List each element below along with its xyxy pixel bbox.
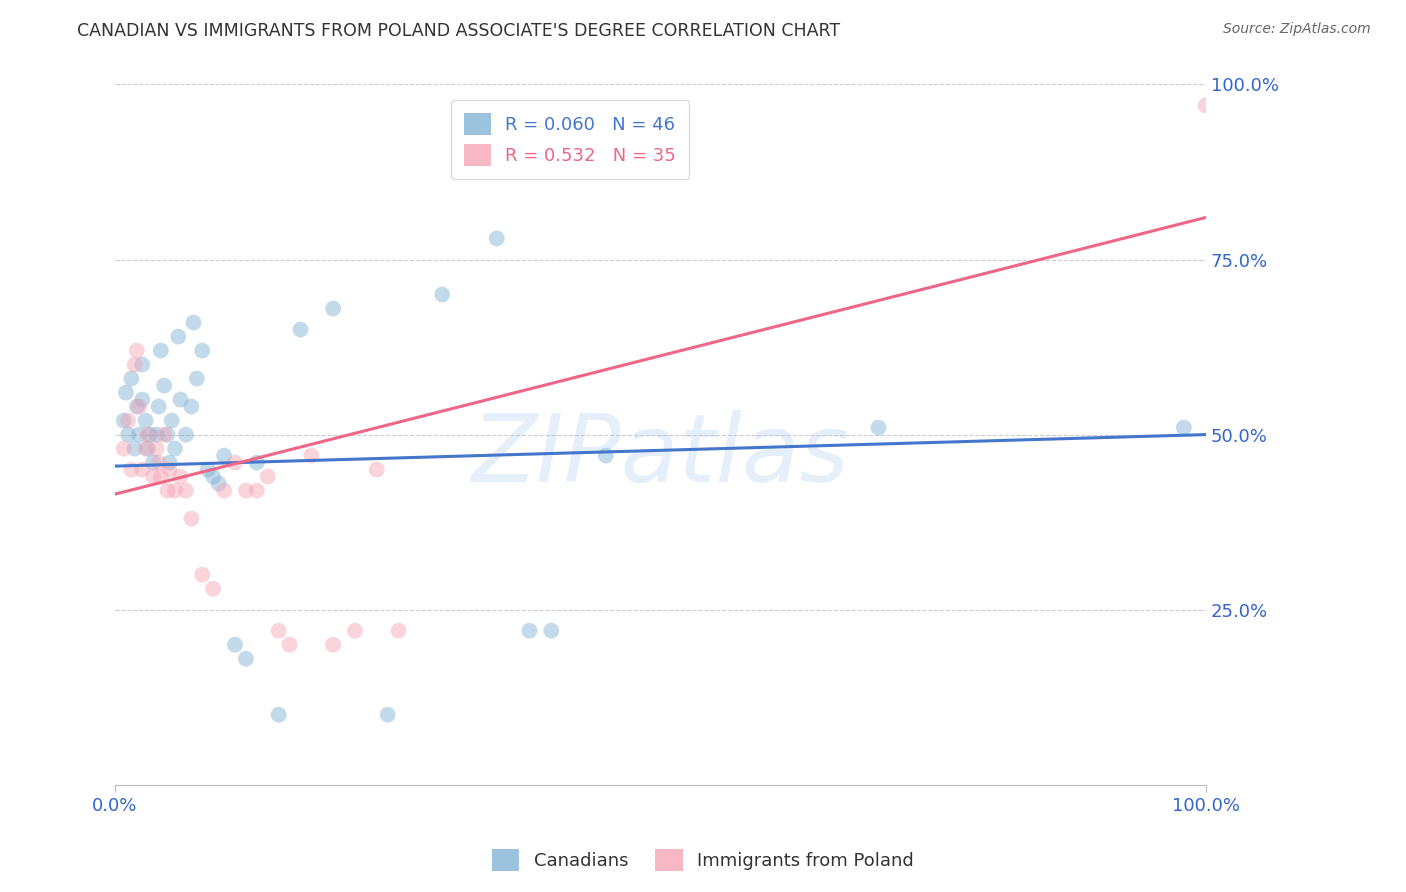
Point — [163, 483, 186, 498]
Point — [1173, 420, 1195, 434]
Point — [163, 442, 186, 456]
Point — [322, 301, 344, 316]
Point — [153, 427, 176, 442]
Point — [174, 483, 197, 498]
Point — [169, 469, 191, 483]
Point — [128, 400, 150, 414]
Point — [117, 414, 139, 428]
Point — [299, 449, 322, 463]
Point — [135, 414, 157, 428]
Point — [432, 287, 454, 301]
Point — [125, 400, 148, 414]
Point — [124, 358, 146, 372]
Point — [142, 469, 165, 483]
Point — [149, 343, 172, 358]
Point — [112, 442, 135, 456]
Point — [235, 483, 257, 498]
Point — [519, 624, 541, 638]
Point — [868, 420, 890, 434]
Point — [148, 400, 170, 414]
Point — [124, 442, 146, 456]
Point — [149, 469, 172, 483]
Point — [131, 392, 153, 407]
Point — [366, 462, 388, 476]
Point — [540, 624, 562, 638]
Point — [135, 442, 157, 456]
Point — [115, 385, 138, 400]
Point — [145, 427, 167, 442]
Point — [139, 427, 162, 442]
Point — [180, 400, 202, 414]
Point — [169, 392, 191, 407]
Point — [202, 469, 225, 483]
Point — [120, 462, 142, 476]
Point — [112, 414, 135, 428]
Point — [246, 456, 269, 470]
Point — [153, 378, 176, 392]
Point — [148, 456, 170, 470]
Point — [131, 358, 153, 372]
Point — [136, 442, 159, 456]
Legend: Canadians, Immigrants from Poland: Canadians, Immigrants from Poland — [485, 842, 921, 879]
Point — [322, 638, 344, 652]
Point — [160, 414, 183, 428]
Point — [278, 638, 301, 652]
Point — [191, 343, 214, 358]
Text: ZIPatlas: ZIPatlas — [471, 410, 849, 501]
Point — [267, 707, 290, 722]
Point — [197, 462, 219, 476]
Point — [377, 707, 399, 722]
Point — [159, 462, 181, 476]
Point — [267, 624, 290, 638]
Point — [131, 462, 153, 476]
Text: Source: ZipAtlas.com: Source: ZipAtlas.com — [1223, 22, 1371, 37]
Point — [343, 624, 366, 638]
Point — [128, 427, 150, 442]
Point — [145, 442, 167, 456]
Point — [224, 638, 246, 652]
Point — [207, 476, 229, 491]
Point — [485, 231, 508, 245]
Point — [212, 483, 235, 498]
Point — [174, 427, 197, 442]
Point — [117, 427, 139, 442]
Point — [120, 371, 142, 385]
Point — [202, 582, 225, 596]
Point — [125, 343, 148, 358]
Point — [224, 456, 246, 470]
Point — [246, 483, 269, 498]
Legend: R = 0.060   N = 46, R = 0.532   N = 35: R = 0.060 N = 46, R = 0.532 N = 35 — [451, 101, 689, 178]
Point — [156, 427, 179, 442]
Point — [183, 316, 205, 330]
Point — [1195, 98, 1218, 112]
Point — [142, 456, 165, 470]
Point — [387, 624, 409, 638]
Point — [159, 456, 181, 470]
Point — [290, 322, 312, 336]
Point — [235, 651, 257, 665]
Point — [180, 511, 202, 525]
Point — [136, 427, 159, 442]
Point — [191, 567, 214, 582]
Point — [212, 449, 235, 463]
Point — [595, 449, 617, 463]
Point — [186, 371, 208, 385]
Point — [256, 469, 278, 483]
Text: CANADIAN VS IMMIGRANTS FROM POLAND ASSOCIATE'S DEGREE CORRELATION CHART: CANADIAN VS IMMIGRANTS FROM POLAND ASSOC… — [77, 22, 841, 40]
Point — [156, 483, 179, 498]
Point — [167, 329, 190, 343]
